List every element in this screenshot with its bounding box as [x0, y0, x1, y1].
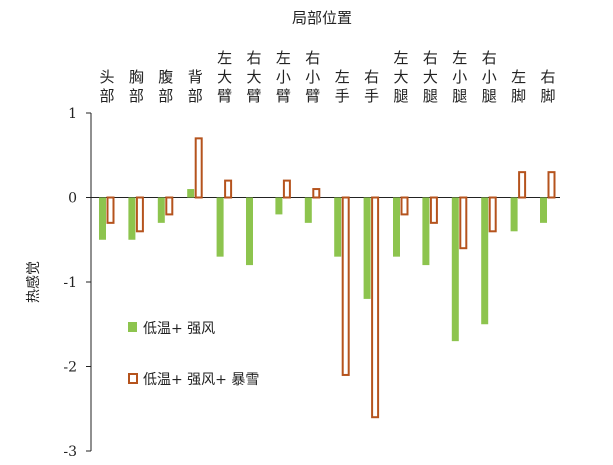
bar-series-2	[165, 196, 174, 216]
legend-item-series-1: 低温+ 强风	[128, 321, 215, 337]
bar-series-2	[135, 196, 144, 233]
bar-series-2	[400, 196, 409, 216]
bar-series-2	[341, 196, 350, 376]
category-label: 左大臂	[217, 49, 232, 105]
y-tick-label: -2	[63, 360, 77, 376]
bar-series-1	[510, 197, 518, 232]
legend-label: 低温+ 强风	[143, 321, 215, 337]
category-label: 右脚	[540, 68, 555, 105]
bar-series-2	[371, 196, 380, 419]
legend-label: 低温+ 强风+ 暴雪	[143, 372, 259, 388]
legend-swatch	[128, 322, 137, 332]
y-axis-label-group: 热感觉	[25, 261, 42, 303]
category-label: 左脚	[511, 68, 526, 105]
category-label: 右小腿	[482, 49, 497, 105]
chart-title: 局部位置	[292, 9, 352, 27]
category-label: 腹部	[158, 68, 173, 105]
category-label: 左小腿	[452, 49, 467, 105]
y-axis-label: 热感觉	[25, 261, 42, 303]
category-label: 右手	[364, 68, 379, 105]
bar-series-1	[246, 197, 253, 266]
bar-series-2	[547, 171, 556, 199]
y-tick-label: 0	[68, 191, 77, 207]
category-label: 背部	[188, 68, 203, 105]
bar-series-1	[422, 197, 430, 266]
category-label: 胸部	[129, 68, 144, 105]
bar-series-1	[187, 189, 195, 198]
bars	[99, 137, 556, 419]
bar-series-2	[312, 188, 321, 199]
y-tick-label: -3	[63, 444, 77, 460]
bar-series-2	[282, 179, 291, 199]
category-label: 右大臂	[246, 49, 261, 105]
category-label: 左手	[335, 68, 350, 105]
bar-series-1	[540, 197, 547, 223]
bar-series-1	[216, 197, 224, 257]
bar-series-1	[275, 197, 283, 215]
bar-series-1	[157, 197, 165, 223]
bar-series-2	[488, 196, 497, 233]
bar-series-2	[518, 171, 527, 199]
bar-series-1	[334, 197, 342, 257]
category-label: 右大腿	[423, 49, 438, 105]
legend-swatch	[128, 373, 138, 384]
bar-series-1	[363, 197, 371, 299]
bar-series-2	[459, 196, 468, 250]
category-label: 右小臂	[305, 49, 320, 105]
y-tick-label: 1	[68, 106, 77, 122]
bar-series-1	[393, 197, 400, 257]
bar-series-2	[106, 196, 115, 224]
bar-series-1	[451, 197, 459, 342]
bar-series-2	[429, 196, 438, 224]
bar-series-1	[481, 197, 489, 325]
category-label: 头部	[99, 68, 114, 105]
bar-series-1	[99, 197, 106, 240]
y-tick-label: -1	[63, 275, 77, 291]
category-label: 左大腿	[393, 49, 408, 105]
bar-series-1	[304, 197, 312, 223]
bar-series-2	[194, 137, 203, 199]
bar-series-1	[128, 197, 136, 240]
bar-series-2	[224, 179, 233, 199]
category-label: 左小臂	[276, 49, 291, 105]
legend-item-series-2: 低温+ 强风+ 暴雪	[128, 372, 259, 388]
